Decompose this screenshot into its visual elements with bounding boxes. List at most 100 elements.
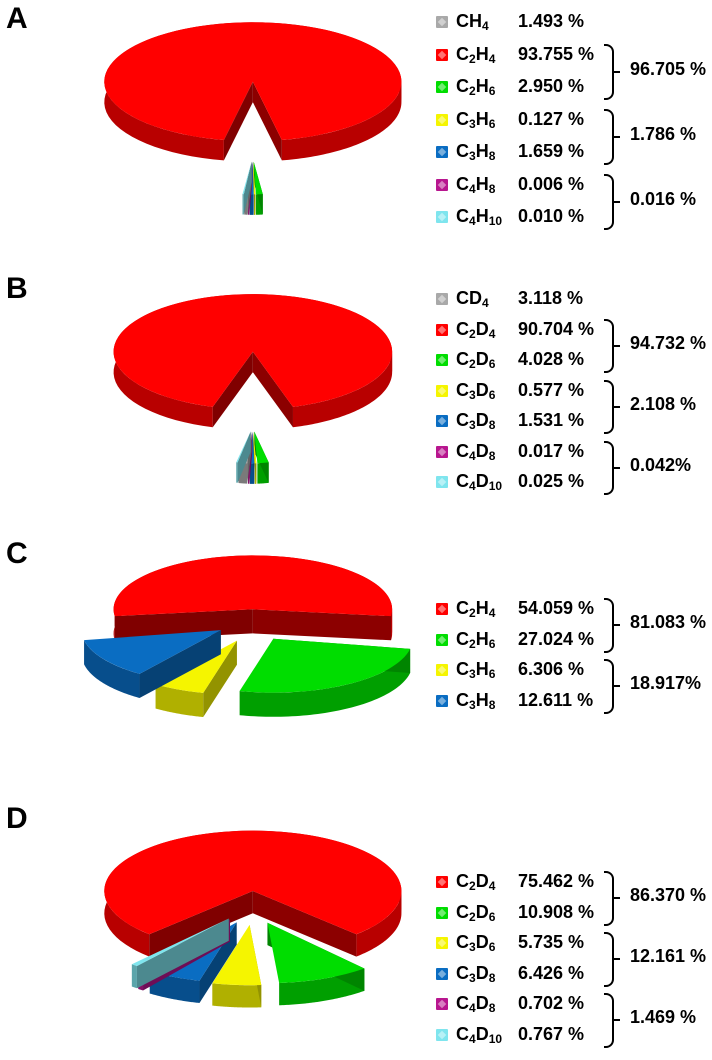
legend-swatch — [436, 178, 448, 191]
pie-chart — [104, 830, 402, 1008]
legend-formula: C2H4 — [456, 43, 496, 66]
legend-swatch — [436, 694, 448, 707]
group-bracket — [604, 108, 620, 165]
legend-swatch — [436, 146, 448, 158]
pie-chart — [113, 294, 393, 484]
legend-value: 93.755 % — [518, 43, 595, 64]
pie-slice-C2D6 — [254, 431, 269, 484]
group-total: 12.161 % — [630, 946, 707, 967]
legend-swatch — [436, 384, 448, 397]
legend-formula: C4D8 — [456, 440, 496, 463]
legend-formula: C2H6 — [456, 76, 496, 98]
legend-formula: C2H6 — [456, 628, 496, 651]
group-total: 94.732 % — [630, 332, 707, 353]
group-bracket — [604, 932, 620, 987]
legend-formula: C4D10 — [456, 471, 503, 493]
pie-chart — [104, 22, 402, 215]
legend-value: 12.611 % — [518, 689, 594, 710]
pie-slice-C4D10 — [236, 431, 251, 483]
pie-slice-C4H10 — [242, 161, 252, 215]
legend-swatch — [436, 211, 448, 223]
legend-value: 75.462 % — [518, 871, 595, 891]
group-bracket — [604, 318, 620, 373]
pie-slice-cut — [252, 609, 392, 641]
legend-swatch — [436, 16, 448, 28]
legend-swatch — [436, 633, 448, 646]
legend-formula: CH4 — [456, 11, 489, 33]
pie-slice-C2D6 — [267, 922, 365, 1006]
legend-swatch — [436, 476, 448, 488]
group-total: 0.042% — [630, 454, 692, 475]
legend-swatch — [436, 113, 448, 126]
legend-swatch — [436, 906, 448, 919]
group-bracket — [604, 173, 620, 230]
legend-formula: C3H8 — [456, 689, 496, 712]
legend-swatch — [436, 81, 448, 93]
panel-d: D C2D4 75.462 % C2D6 10.908 % C3D6 5.735 % C3D8… — [0, 800, 712, 1050]
legend-swatch — [436, 998, 448, 1010]
panel-label: A — [6, 2, 28, 35]
legend-formula: C4H8 — [456, 173, 496, 196]
group-total: 1.786 % — [630, 123, 697, 144]
legend-swatch — [436, 937, 448, 949]
legend-value: 0.127 % — [518, 108, 585, 129]
group-bracket — [604, 440, 620, 495]
legend-swatch — [436, 415, 448, 427]
legend-value: 5.735 % — [518, 932, 585, 952]
legend-swatch — [436, 967, 448, 980]
pie-slice-C2H6 — [239, 638, 411, 717]
legend-formula: C3H6 — [456, 108, 496, 131]
legend-formula: C2D4 — [456, 318, 496, 341]
legend-value: 6.306 % — [518, 659, 585, 679]
pie-slice-side — [281, 81, 402, 161]
group-total: 18.917% — [630, 673, 702, 694]
pie-slice-cut — [252, 891, 357, 957]
group-total: 86.370 % — [630, 885, 707, 906]
legend: CD4 3.118 % C2D4 90.704 % C2D6 4.028 % C3D6 0.5… — [0, 270, 712, 530]
pie-slice-C2D4 — [104, 830, 402, 935]
panel-b: B CD4 3.118 % C2D4 90.704 % C2D6 4.028 % C3D6 0.… — [0, 270, 712, 530]
legend-formula: C4H10 — [456, 206, 503, 228]
legend-formula: C3D6 — [456, 379, 496, 402]
group-bracket — [604, 871, 620, 926]
legend: C2H4 54.059 % C2H6 27.024 % C3H6 6.306 % C3H8 1… — [0, 535, 712, 795]
group-bracket — [604, 379, 620, 434]
legend-formula: C3H8 — [456, 141, 496, 163]
legend-value: 0.017 % — [518, 440, 585, 461]
pie-chart — [84, 555, 411, 718]
pie-slice-cut — [252, 81, 282, 161]
legend-formula: C3H6 — [456, 659, 496, 681]
legend-value: 2.950 % — [518, 76, 585, 96]
legend-value: 4.028 % — [518, 349, 585, 369]
group-total: 81.083 % — [630, 612, 707, 633]
legend-formula: C3D6 — [456, 932, 496, 954]
legend-value: 0.702 % — [518, 993, 585, 1013]
legend-formula: C2D6 — [456, 349, 496, 371]
group-bracket — [604, 993, 620, 1048]
pie-slice-cut — [223, 81, 253, 161]
legend-swatch — [436, 354, 448, 366]
group-bracket — [604, 659, 620, 714]
panel-label: D — [6, 802, 28, 835]
legend-value: 0.010 % — [518, 206, 585, 226]
pie-slice-C2H4 — [104, 22, 402, 141]
legend-swatch — [436, 293, 448, 305]
group-bracket — [604, 598, 620, 653]
legend-value: 0.025 % — [518, 471, 585, 491]
group-total: 1.469 % — [630, 1007, 697, 1028]
legend-swatch — [436, 445, 448, 458]
pie-slice-side — [104, 830, 402, 957]
group-total: 2.108 % — [630, 393, 697, 414]
legend-value: 1.659 % — [518, 141, 585, 161]
legend-swatch — [436, 664, 448, 676]
legend-value: 90.704 % — [518, 318, 595, 339]
pie-slice-cut — [252, 351, 293, 428]
legend-value: 0.577 % — [518, 379, 585, 400]
pie-slice-C3H8 — [84, 630, 221, 698]
pie-slice-C3D6 — [253, 431, 257, 484]
pie-slice-C4D10 — [131, 918, 229, 989]
panel-label: C — [6, 537, 28, 570]
panel-c: C C2H4 54.059 % C2H6 27.024 % C3H6 6.306 % C3H8… — [0, 535, 712, 795]
pie-slice-cut — [212, 351, 253, 428]
pie-slice-C3H6 — [253, 161, 256, 215]
